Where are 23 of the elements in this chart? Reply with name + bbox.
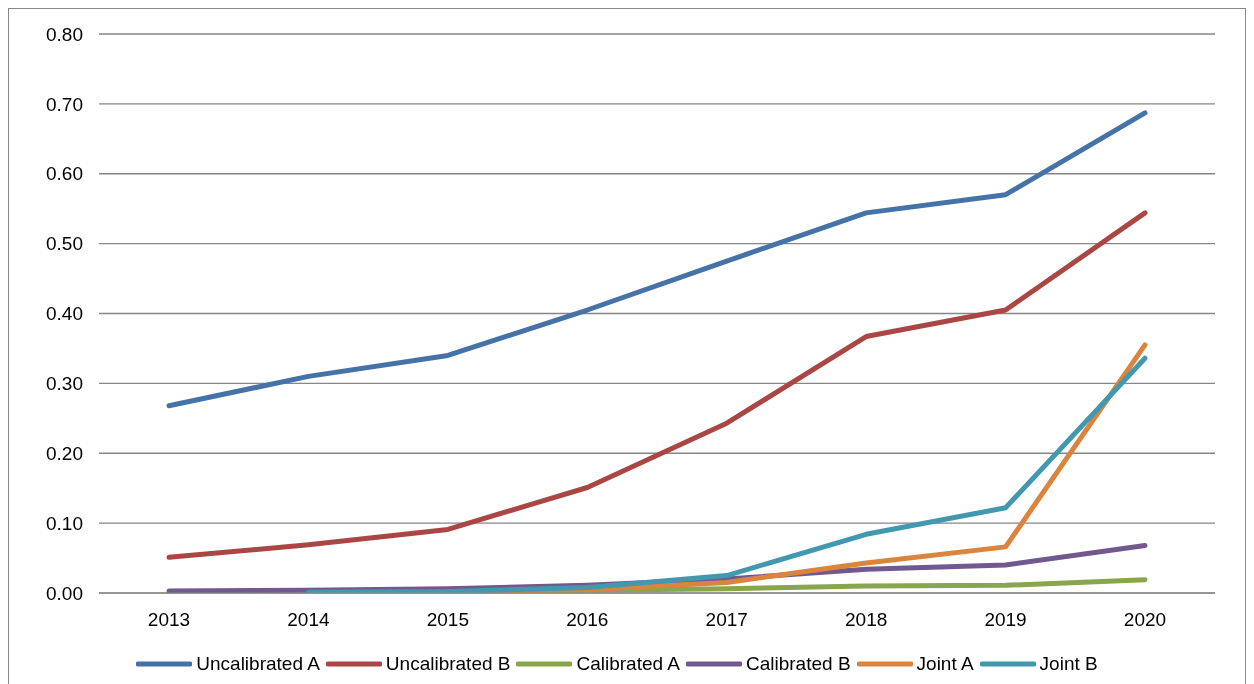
x-tick-label: 2019 [984, 609, 1027, 631]
x-tick-label: 2014 [287, 609, 330, 631]
x-tick-label: 2016 [566, 609, 609, 631]
y-tick-label: 0.20 [46, 442, 83, 464]
legend-label: Uncalibrated A [196, 653, 320, 675]
legend-label: Joint B [1039, 653, 1098, 675]
legend-label: Calibrated B [746, 653, 851, 675]
y-tick-label: 0.60 [46, 163, 83, 185]
x-tick-label: 2015 [426, 609, 469, 631]
y-tick-label: 0.10 [46, 512, 83, 534]
x-tick-label: 2013 [147, 609, 191, 631]
x-tick-label: 2018 [845, 609, 888, 631]
x-tick-label: 2017 [705, 609, 748, 631]
legend-label: Uncalibrated B [385, 653, 511, 675]
x-tick-label: 2020 [1123, 609, 1167, 631]
legend-label: Joint A [916, 653, 974, 675]
y-tick-label: 0.00 [46, 582, 83, 604]
y-tick-label: 0.50 [46, 233, 83, 255]
y-tick-label: 0.40 [46, 303, 83, 325]
legend-label: Calibrated A [576, 653, 680, 675]
y-tick-label: 0.80 [46, 23, 83, 45]
y-tick-label: 0.70 [46, 93, 83, 115]
y-tick-label: 0.30 [46, 373, 83, 395]
